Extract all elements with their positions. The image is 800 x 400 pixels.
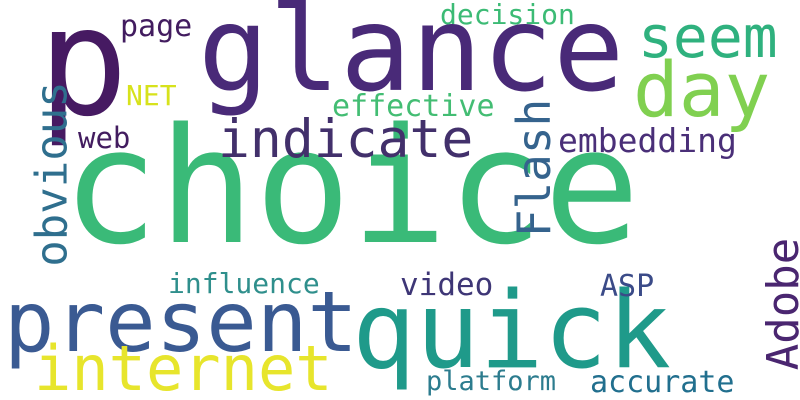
word-quick: quick — [352, 269, 672, 392]
word-obvious: obvious — [26, 81, 78, 267]
word-day: day — [633, 45, 771, 134]
word-adobe: Adobe — [758, 237, 800, 371]
word-indicate: indicate — [218, 109, 474, 170]
word-web: web — [78, 121, 131, 155]
word-accurate: accurate — [590, 365, 735, 400]
word-embedding: embedding — [558, 121, 737, 160]
word-p: p — [38, 0, 129, 150]
word-choice: choice — [62, 93, 640, 280]
word-glance: glance — [198, 0, 625, 118]
word-flash: Flash — [507, 98, 562, 238]
word-decision: decision — [440, 0, 575, 31]
word-seem: seem — [638, 3, 778, 71]
word-net: NET — [126, 79, 177, 112]
word-platform: platform — [426, 366, 557, 397]
word-page: page — [120, 9, 193, 44]
word-video: video — [400, 267, 494, 303]
word-influence: influence — [168, 267, 320, 300]
word-asp: ASP — [600, 269, 655, 304]
word-present: present — [4, 273, 359, 371]
word-effective: effective — [332, 89, 495, 124]
word-internet: internet — [34, 332, 333, 400]
